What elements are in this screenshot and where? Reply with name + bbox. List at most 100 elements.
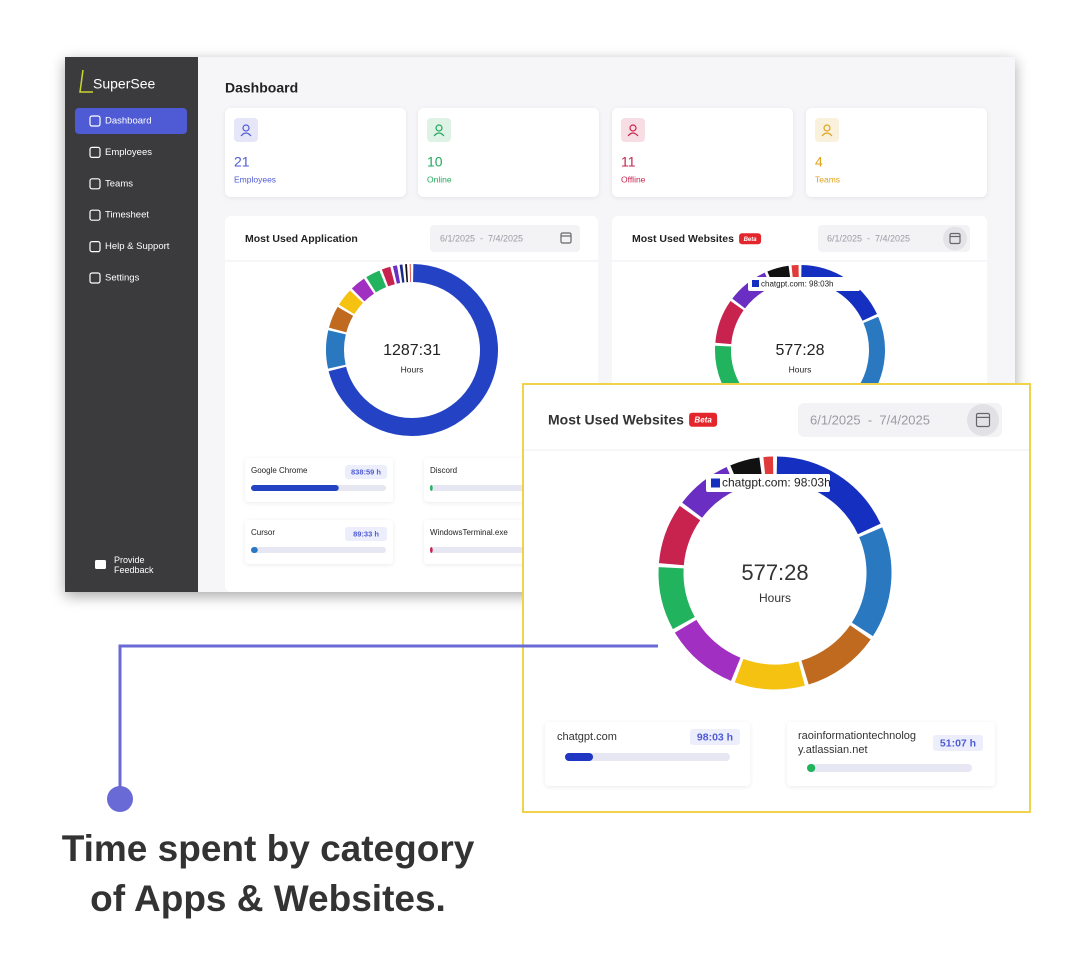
- item-card: [787, 722, 995, 786]
- date-picker[interactable]: [818, 225, 970, 252]
- nav-icon: [89, 209, 101, 221]
- donut-unit: Hours: [401, 364, 424, 374]
- donut-segment: [381, 266, 395, 287]
- nav-item[interactable]: Settings: [105, 273, 140, 284]
- time-pill: [690, 729, 740, 745]
- stat-label: Teams: [815, 174, 840, 184]
- stat-value: 4: [815, 154, 823, 170]
- stat-icon: [821, 132, 833, 137]
- stat-icon: [627, 132, 639, 137]
- nav-item[interactable]: Employees: [105, 147, 152, 158]
- donut-segment: [674, 619, 741, 681]
- progress-fill: [807, 764, 816, 772]
- progress-track: [251, 547, 386, 553]
- stat-label: Online: [427, 174, 452, 184]
- date-picker[interactable]: [798, 403, 1002, 437]
- donut-segment: [328, 264, 498, 436]
- beta-badge-label: Beta: [694, 415, 712, 424]
- stat-card: [225, 108, 406, 197]
- caption: Time spent by category: [62, 828, 475, 869]
- nav-item[interactable]: Help & Support: [105, 241, 170, 252]
- stat-value: 11: [621, 154, 636, 170]
- tooltip-text: chatgpt.com: 98:03h: [761, 280, 834, 289]
- time-pill: [345, 527, 387, 541]
- calendar-icon: [949, 232, 961, 245]
- tooltip: [748, 277, 860, 291]
- connector-dot: [107, 786, 133, 812]
- nav-icon: [89, 115, 101, 127]
- donut-segment: [328, 306, 354, 333]
- date-picker[interactable]: [430, 225, 580, 252]
- progress-fill: [251, 547, 258, 553]
- nav-icon: [89, 178, 101, 190]
- nav-active-bg: [75, 108, 187, 134]
- donut-unit: Hours: [789, 364, 812, 374]
- donut-segment: [715, 301, 744, 345]
- connector: [118, 644, 658, 790]
- donut-segment: [734, 658, 805, 690]
- donut-segment: [801, 624, 871, 685]
- nav-item[interactable]: Timesheet: [105, 210, 149, 221]
- item-card: [245, 458, 393, 502]
- nav-item[interactable]: Dashboard: [105, 116, 151, 127]
- stat-label: Offline: [621, 174, 646, 184]
- calendar-icon: [975, 412, 991, 428]
- date-range: 6/1/2025 - 7/4/2025: [810, 412, 930, 427]
- nav-icon: [89, 272, 101, 284]
- page-title: Dashboard: [225, 80, 298, 96]
- donut-total: 577:28: [741, 560, 808, 585]
- panel-title: Most Used Websites: [632, 233, 734, 245]
- brand: SuperSee: [93, 76, 155, 92]
- sidebar: [65, 57, 198, 592]
- stat-icon: [815, 118, 839, 142]
- item-card: [245, 520, 393, 564]
- stat-icon: [234, 118, 258, 142]
- donut-unit: Hours: [759, 591, 791, 605]
- tooltip-swatch: [752, 280, 759, 287]
- calendar-button: [943, 226, 967, 251]
- donut-segment: [366, 270, 387, 293]
- donut-segment: [776, 456, 881, 535]
- time-pill-label: 98:03 h: [697, 731, 733, 743]
- beta-badge: [689, 412, 718, 427]
- progress-fill: [565, 753, 594, 761]
- stat-card: [806, 108, 987, 197]
- donut-segment: [851, 527, 892, 637]
- stat-icon: [435, 124, 443, 132]
- stat-icon: [629, 124, 637, 132]
- tooltip-text: chatgpt.com: 98:03h: [722, 476, 831, 490]
- stat-icon: [823, 124, 831, 132]
- stat-card: [612, 108, 793, 197]
- progress-fill: [430, 485, 433, 491]
- donut-segment: [326, 330, 346, 369]
- feedback-icon: [95, 560, 106, 569]
- nav-icon: [89, 146, 101, 158]
- time-pill-label: 89:33 h: [353, 529, 379, 538]
- donut-segment: [338, 290, 364, 315]
- donut-segment: [763, 456, 774, 482]
- stat-value: 10: [427, 154, 443, 170]
- date-range: 6/1/2025 - 7/4/2025: [827, 233, 910, 243]
- tooltip-swatch: [711, 478, 720, 488]
- stat-icon: [621, 118, 645, 142]
- beta-badge: [739, 233, 762, 245]
- tooltip: [706, 474, 830, 492]
- donut-segment: [658, 505, 701, 566]
- donut-segment: [351, 278, 375, 302]
- nav-item[interactable]: Teams: [105, 178, 133, 189]
- donut-segment: [392, 265, 401, 284]
- time-pill-label: 51:07 h: [940, 737, 976, 749]
- stat-card: [418, 108, 599, 197]
- time-pill: [933, 735, 983, 751]
- progress-track: [565, 753, 730, 761]
- logo-mark: [79, 69, 93, 93]
- stat-label: Employees: [234, 174, 276, 184]
- stat-icon: [240, 132, 252, 137]
- donut-segment: [658, 567, 696, 630]
- calendar-button: [967, 404, 999, 436]
- time-pill-label: 838:59 h: [351, 467, 381, 476]
- beta-badge-label: Beta: [744, 237, 758, 243]
- donut-total: 1287:31: [383, 342, 441, 359]
